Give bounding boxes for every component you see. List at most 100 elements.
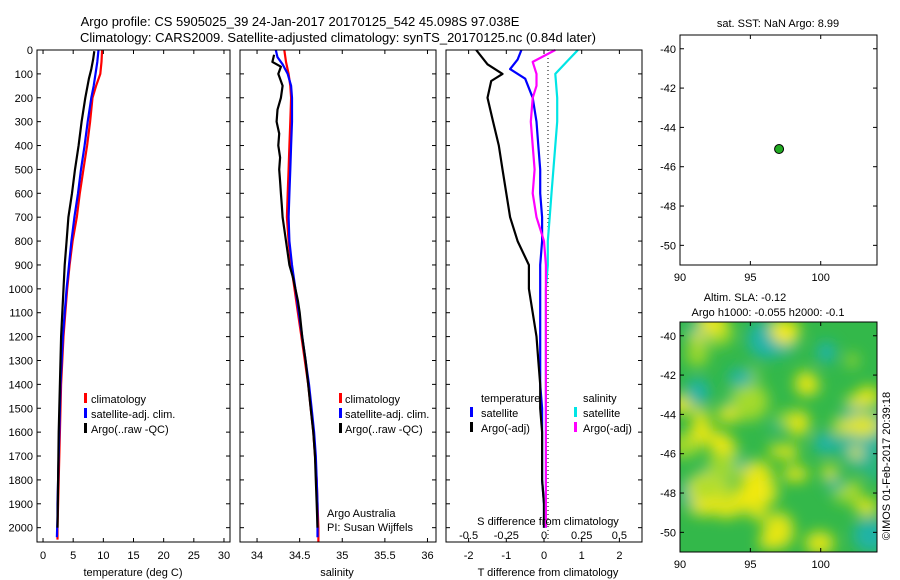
heatmap-blob <box>716 507 734 519</box>
heatmap-blob <box>692 477 721 500</box>
pi-annotation: PI: Susan Wijffels <box>327 522 413 534</box>
y-tick-label: 1000 <box>9 284 33 296</box>
map-x-tick-label: 95 <box>744 272 756 284</box>
x-tick-label: 25 <box>188 550 200 562</box>
map-y-tick-label: -40 <box>660 331 676 343</box>
y-tick-label: 2000 <box>9 523 33 535</box>
series-line-temperature-argo-adj- <box>475 49 546 528</box>
y-tick-label: 1900 <box>9 499 33 511</box>
y-tick-label: 900 <box>15 260 33 272</box>
x-tick-label: 34.5 <box>289 550 310 562</box>
y-tick-label: 1500 <box>9 403 33 415</box>
s-diff-tick-label: 0.5 <box>612 530 627 542</box>
map-y-tick-label: -44 <box>660 122 676 134</box>
salinity-panel: 34 34.5 35 35.5 36 salinity climatology sate… <box>239 49 437 579</box>
y-tick-label: 300 <box>15 117 33 129</box>
heatmap-blob <box>691 409 710 421</box>
heatmap-blob <box>821 465 838 479</box>
heatmap-blob <box>845 395 865 408</box>
heatmap-blob <box>706 451 744 482</box>
heatmap-blob <box>689 419 714 445</box>
map-y-tick-label: -46 <box>660 449 676 461</box>
argo-float-position-marker <box>774 144 785 155</box>
legend-swatch-satellite <box>339 408 342 418</box>
map-x-tick-label: 100 <box>812 559 830 571</box>
y-tick-label: 1600 <box>9 427 33 439</box>
y-tick-label: 800 <box>15 236 33 248</box>
legend-label-satellite: satellite-adj. clim. <box>91 409 175 421</box>
y-tick-label: 700 <box>15 212 33 224</box>
legend-swatch-argo <box>339 423 342 433</box>
legend-label-s-argo: Argo(-adj) <box>583 423 632 435</box>
y-tick-label: 1200 <box>9 332 33 344</box>
heatmap-blob <box>734 457 748 470</box>
map-y-tick-label: -42 <box>660 370 676 382</box>
difference-axes-frame <box>445 49 643 543</box>
temperature-x-label: temperature (deg C) <box>83 567 182 579</box>
y-tick-label: 400 <box>15 141 33 153</box>
heatmap-blob <box>848 446 864 460</box>
position-map-panel: sat. SST: NaN Argo: 8.99 90 95 100 -40 -42 -4… <box>660 18 878 284</box>
x-tick-label: 30 <box>218 550 230 562</box>
heatmap-blob <box>813 432 840 455</box>
series-line-argo-raw-qc- <box>56 51 96 528</box>
heatmap-blob <box>697 322 728 335</box>
heatmap-blob <box>769 423 783 432</box>
operator-annotation: Argo Australia <box>327 508 396 520</box>
map-y-tick-label: -46 <box>660 162 676 174</box>
heatmap-blob <box>727 368 755 388</box>
heatmap-blob <box>685 378 710 407</box>
heatmap-blob <box>854 498 877 516</box>
legend-label-climatology: climatology <box>91 394 147 406</box>
y-tick-label: 1400 <box>9 379 33 391</box>
legend-label-climatology: climatology <box>345 394 401 406</box>
x-tick-label: 35.5 <box>374 550 395 562</box>
heatmap-blob <box>687 332 705 344</box>
series-line-salinity-satellite <box>544 49 579 528</box>
series-line-salinity-argo-adj- <box>529 49 556 528</box>
heatmap-blob <box>729 382 769 421</box>
temperature-legend: climatology satellite-adj. clim. Argo(..… <box>84 393 175 436</box>
heatmap-blob <box>740 479 775 510</box>
legend-swatch-climatology <box>339 393 342 403</box>
heatmap-blob <box>816 341 837 364</box>
x-tick-label: 0 <box>40 550 46 562</box>
heatmap-blob <box>866 467 877 480</box>
altimetry-title-line1: Altim. SLA: -0.12 <box>704 292 787 304</box>
heatmap-blob <box>852 517 877 552</box>
heatmap-blob <box>709 431 730 456</box>
map-y-tick-label: -42 <box>660 83 676 95</box>
y-tick-label: 200 <box>15 93 33 105</box>
legend-swatch-argo <box>84 423 87 433</box>
altimetry-title-line2: Argo h1000: -0.055 h2000: -0.1 <box>692 307 845 319</box>
map-x-tick-label: 90 <box>674 559 686 571</box>
y-tick-label: 1700 <box>9 451 33 463</box>
legend-label-argo: Argo(..raw -QC) <box>345 424 423 436</box>
map-x-tick-label: 100 <box>812 272 830 284</box>
series-line-argo-raw-qc- <box>271 54 319 528</box>
salinity-legend: climatology satellite-adj. clim. Argo(..… <box>339 393 429 436</box>
t-difference-label: T difference from climatology <box>478 567 619 579</box>
legend-title-temperature: temperature <box>481 393 540 405</box>
altimetry-heatmap <box>680 322 877 552</box>
y-tick-label: 1300 <box>9 355 33 367</box>
x-tick-label: 35 <box>336 550 348 562</box>
x-tick-label: 10 <box>97 550 109 562</box>
legend-swatch-t-satellite <box>470 407 473 417</box>
heatmap-blob <box>769 444 785 458</box>
x-tick-label: 0 <box>541 550 547 562</box>
map-y-tick-label: -48 <box>660 488 676 500</box>
map-x-tick-label: 95 <box>744 559 756 571</box>
figure-title-line1: Argo profile: CS 5905025_39 24-Jan-2017 … <box>81 14 520 29</box>
x-tick-label: 36 <box>421 550 433 562</box>
y-tick-label: 500 <box>15 164 33 176</box>
position-map-title: sat. SST: NaN Argo: 8.99 <box>717 18 839 30</box>
imos-timestamp: ©IMOS 01-Feb-2017 20:39:18 <box>881 392 893 540</box>
heatmap-blob <box>794 371 817 397</box>
legend-swatch-s-satellite <box>574 407 577 417</box>
legend-swatch-climatology <box>84 393 87 403</box>
altimetry-map-frame <box>679 321 878 553</box>
figure-title-line2: Climatology: CARS2009. Satellite-adjuste… <box>80 30 596 45</box>
heatmap-blob <box>685 342 709 367</box>
